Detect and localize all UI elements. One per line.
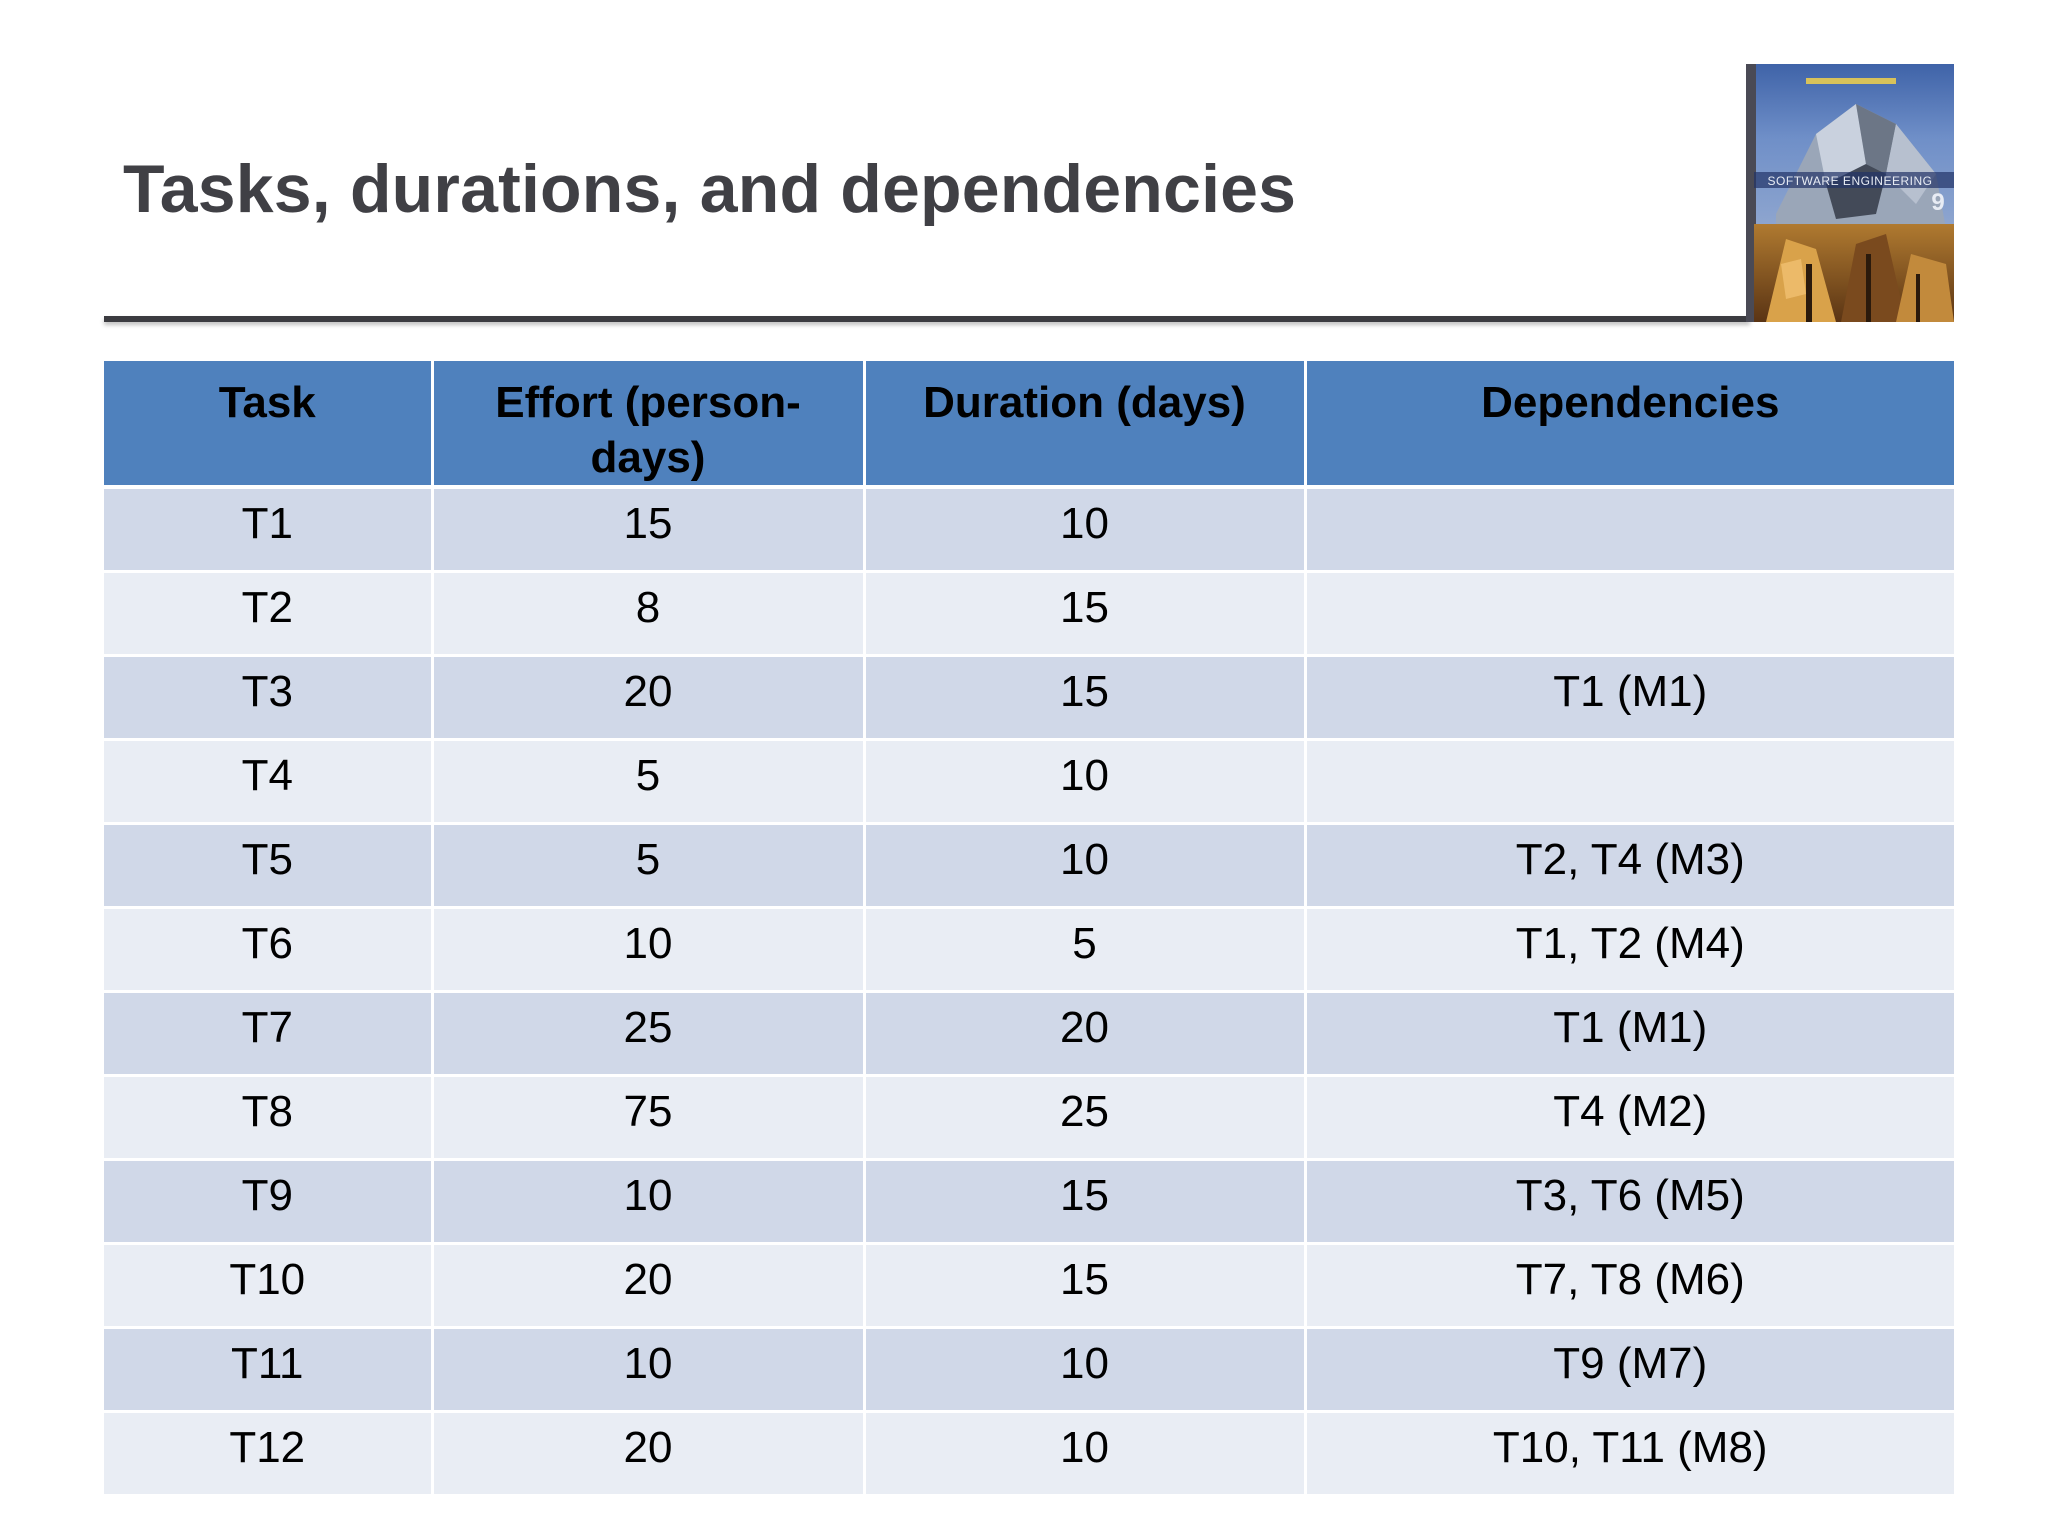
cell-task: T8: [104, 1075, 434, 1161]
book-edition-number: 9: [1931, 189, 1944, 216]
cell-dependencies: T1 (M1): [1305, 991, 1954, 1077]
cell-duration: 10: [864, 823, 1307, 909]
table-row: T8 75 25 T4 (M2): [104, 1075, 1954, 1161]
title-divider: [104, 316, 1750, 322]
cell-task: T11: [104, 1327, 434, 1413]
table-row: T2 8 15: [104, 571, 1954, 657]
cell-dependencies: T4 (M2): [1305, 1075, 1954, 1161]
slide-title: Tasks, durations, and dependencies: [123, 151, 1297, 227]
cell-effort: 20: [432, 1411, 866, 1497]
cell-duration: 15: [864, 655, 1307, 741]
cell-effort: 5: [432, 823, 866, 909]
cell-task: T7: [104, 991, 434, 1077]
header-effort: Effort (person-days): [432, 361, 866, 489]
book-cover-text: SOFTWARE ENGINEERING: [1768, 174, 1933, 188]
cell-dependencies: T7, T8 (M6): [1305, 1243, 1954, 1329]
cell-duration: 25: [864, 1075, 1307, 1161]
header-task: Task: [104, 361, 434, 489]
cell-duration: 10: [864, 1411, 1307, 1497]
cell-task: T10: [104, 1243, 434, 1329]
cell-dependencies: T1, T2 (M4): [1305, 907, 1954, 993]
task-table-container: Task Effort (person-days) Duration (days…: [104, 361, 1954, 1497]
cell-dependencies: T9 (M7): [1305, 1327, 1954, 1413]
cell-effort: 20: [432, 655, 866, 741]
cell-task: T3: [104, 655, 434, 741]
header-duration: Duration (days): [864, 361, 1307, 489]
cell-task: T2: [104, 571, 434, 657]
cell-duration: 15: [864, 1159, 1307, 1245]
cell-effort: 15: [432, 487, 866, 573]
table-row: T7 25 20 T1 (M1): [104, 991, 1954, 1077]
cell-dependencies: T3, T6 (M5): [1305, 1159, 1954, 1245]
cell-effort: 5: [432, 739, 866, 825]
cell-duration: 15: [864, 571, 1307, 657]
table-row: T4 5 10: [104, 739, 1954, 825]
cell-task: T9: [104, 1159, 434, 1245]
cell-task: T12: [104, 1411, 434, 1497]
table-row: T11 10 10 T9 (M7): [104, 1327, 1954, 1413]
table-row: T10 20 15 T7, T8 (M6): [104, 1243, 1954, 1329]
table-row: T12 20 10 T10, T11 (M8): [104, 1411, 1954, 1497]
cell-effort: 10: [432, 1327, 866, 1413]
cell-dependencies: [1305, 487, 1954, 573]
table-row: T9 10 15 T3, T6 (M5): [104, 1159, 1954, 1245]
cell-dependencies: [1305, 571, 1954, 657]
table-row: T5 5 10 T2, T4 (M3): [104, 823, 1954, 909]
table-row: T6 10 5 T1, T2 (M4): [104, 907, 1954, 993]
header-dependencies: Dependencies: [1305, 361, 1954, 489]
cell-dependencies: T10, T11 (M8): [1305, 1411, 1954, 1497]
cell-duration: 10: [864, 739, 1307, 825]
cell-dependencies: T2, T4 (M3): [1305, 823, 1954, 909]
cell-effort: 25: [432, 991, 866, 1077]
cell-task: T6: [104, 907, 434, 993]
table-row: T3 20 15 T1 (M1): [104, 655, 1954, 741]
cell-task: T4: [104, 739, 434, 825]
task-table: Task Effort (person-days) Duration (days…: [104, 361, 1954, 1497]
cell-effort: 10: [432, 907, 866, 993]
cell-duration: 15: [864, 1243, 1307, 1329]
book-cover-image: SOFTWARE ENGINEERING 9: [1746, 64, 1954, 322]
table-header-row: Task Effort (person-days) Duration (days…: [104, 361, 1954, 489]
cell-task: T1: [104, 487, 434, 573]
cell-task: T5: [104, 823, 434, 909]
cell-dependencies: T1 (M1): [1305, 655, 1954, 741]
table-row: T1 15 10: [104, 487, 1954, 573]
cell-duration: 20: [864, 991, 1307, 1077]
cell-effort: 8: [432, 571, 866, 657]
cell-duration: 10: [864, 487, 1307, 573]
cell-effort: 75: [432, 1075, 866, 1161]
cell-effort: 20: [432, 1243, 866, 1329]
cell-dependencies: [1305, 739, 1954, 825]
cell-effort: 10: [432, 1159, 866, 1245]
cell-duration: 5: [864, 907, 1307, 993]
cell-duration: 10: [864, 1327, 1307, 1413]
